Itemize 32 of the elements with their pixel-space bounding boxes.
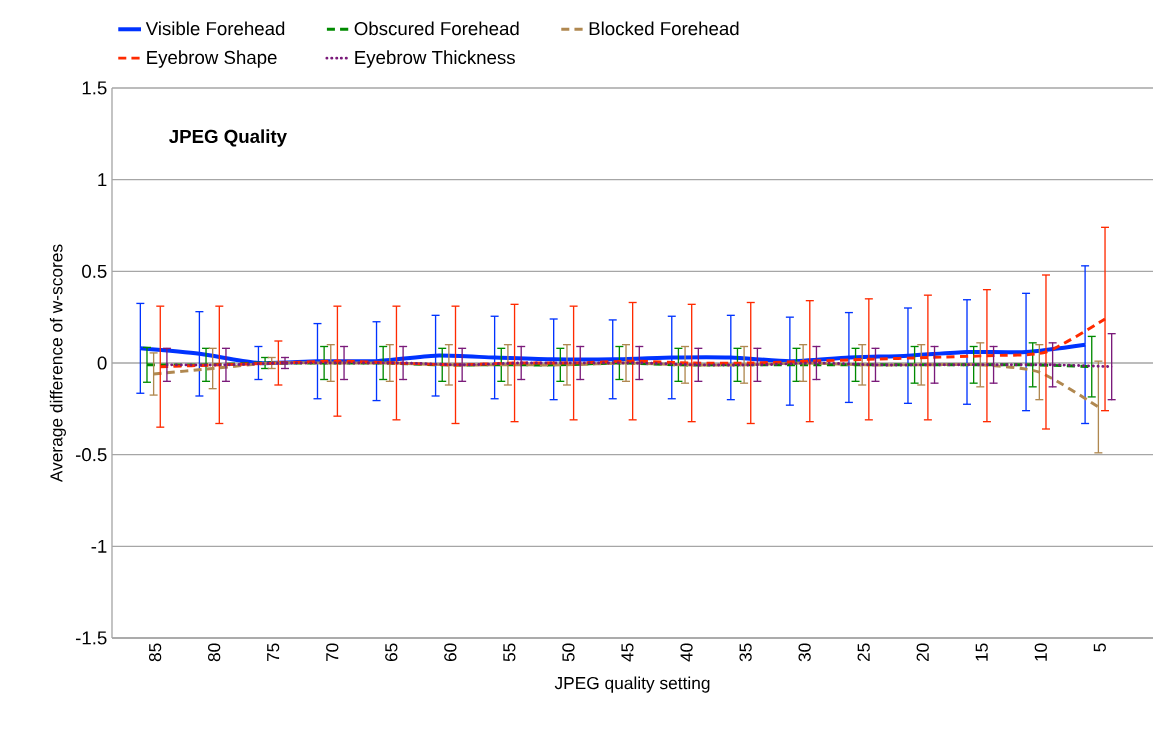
y-tick-label: 0.5 [82,264,107,278]
x-tick-label: 30 [798,643,811,662]
x-tick-label: 45 [621,643,634,662]
x-tick-label: 15 [975,643,988,661]
legend-label: Eyebrow Shape [147,50,277,68]
x-tick-label: 65 [385,643,398,662]
x-tick-label: 5 [1093,643,1106,652]
x-tick-label: 55 [503,643,516,662]
x-tick-label: 25 [857,643,870,662]
legend-label: Blocked Forehead [589,21,739,36]
x-axis-title: JPEG quality setting [554,676,710,693]
x-tick-label: 60 [444,643,457,662]
x-tick-label: 85 [148,643,162,662]
legend-label: Visible Forehead [145,21,285,36]
y-tick-label: -1 [91,539,107,553]
x-tick-label: 10 [1034,643,1047,661]
y-tick-label: 1.5 [82,81,107,95]
x-tick-label: 70 [326,643,339,662]
y-tick-label: 1 [98,173,107,187]
x-tick-label: 40 [680,643,693,662]
text: JPEG Quality [169,129,287,147]
x-tick-label: 50 [562,643,575,662]
y-axis-title: Average difference of w-scores [49,244,66,483]
x-tick-label: 20 [916,643,929,662]
y-tick-label: -1.5 [75,631,107,645]
y-tick-label: 0 [97,356,107,370]
x-tick-label: 75 [267,643,280,662]
legend-label: Eyebrow Thickness [355,50,515,68]
x-tick-label: 80 [208,643,221,662]
y-tick-label: -0.5 [75,448,107,462]
x-tick-label: 35 [739,643,752,662]
legend-label: Obscured Forehead [354,21,519,36]
